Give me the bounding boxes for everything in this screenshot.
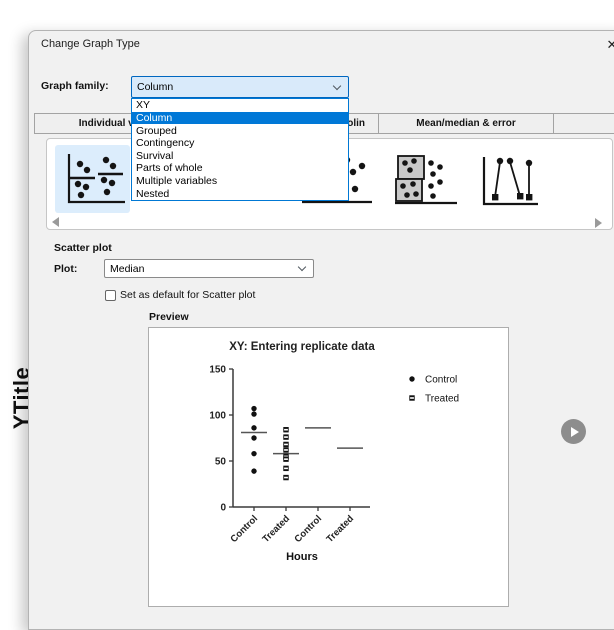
change-graph-type-dialog: Change Graph Type ✕ Graph family: Column… bbox=[28, 30, 614, 630]
tab-mean-median-error[interactable]: Mean/median & error bbox=[379, 114, 554, 133]
svg-text:Treated: Treated bbox=[324, 513, 356, 545]
preview-box: XY: Entering replicate data 0 50 100 150 Cont… bbox=[148, 327, 509, 607]
graph-family-label: Graph family: bbox=[41, 80, 109, 92]
play-icon bbox=[570, 426, 579, 437]
dropdown-option-grouped[interactable]: Grouped bbox=[136, 124, 177, 137]
close-icon[interactable]: ✕ bbox=[606, 37, 614, 52]
play-button[interactable] bbox=[561, 419, 586, 444]
dropdown-option-survival[interactable]: Survival bbox=[136, 149, 174, 162]
dropdown-option-multiple-variables[interactable]: Multiple variables bbox=[136, 175, 218, 188]
default-checkbox-label: Set as default for Scatter plot bbox=[120, 289, 256, 301]
svg-text:Control: Control bbox=[228, 513, 260, 545]
svg-text:150: 150 bbox=[209, 365, 226, 376]
chevron-down-icon bbox=[297, 262, 307, 272]
plot-combobox[interactable]: Median bbox=[104, 259, 314, 278]
preview-heading: Preview bbox=[149, 311, 189, 323]
tab-strip-filler bbox=[554, 114, 614, 133]
svg-text:Treated: Treated bbox=[260, 513, 292, 545]
dialog-title: Change Graph Type bbox=[41, 38, 140, 50]
svg-text:XY: Entering replicate data: XY: Entering replicate data bbox=[229, 341, 375, 353]
svg-text:50: 50 bbox=[215, 457, 227, 468]
dropdown-option-xy[interactable]: XY bbox=[136, 99, 151, 112]
svg-text:Treated: Treated bbox=[425, 394, 459, 405]
scatter-plot-heading: Scatter plot bbox=[54, 242, 112, 254]
plot-label: Plot: bbox=[54, 263, 78, 275]
graph-family-value: Column bbox=[137, 81, 174, 93]
dropdown-option-nested[interactable]: Nested bbox=[136, 187, 170, 200]
preview-chart: XY: Entering replicate data 0 50 100 150 Cont… bbox=[149, 328, 508, 611]
graph-family-combobox[interactable]: Column bbox=[131, 76, 349, 98]
plot-value: Median bbox=[110, 262, 145, 275]
gallery-scroll-left-icon[interactable] bbox=[52, 217, 59, 227]
svg-text:0: 0 bbox=[220, 503, 226, 514]
dropdown-option-contingency[interactable]: Contingency bbox=[136, 137, 195, 150]
svg-text:Control: Control bbox=[425, 375, 457, 386]
chevron-down-icon bbox=[332, 81, 342, 90]
floating-bars-with-points-icon[interactable] bbox=[392, 152, 460, 206]
svg-text:Control: Control bbox=[292, 513, 324, 545]
svg-text:Hours: Hours bbox=[286, 551, 318, 563]
dropdown-option-column[interactable]: Column bbox=[132, 111, 348, 125]
default-checkbox-row: Set as default for Scatter plot bbox=[105, 289, 255, 301]
before-after-icon[interactable] bbox=[476, 150, 542, 208]
default-checkbox[interactable] bbox=[105, 289, 116, 301]
dropdown-option-parts-of-whole[interactable]: Parts of whole bbox=[136, 162, 203, 175]
scatter-with-median-icon[interactable] bbox=[55, 145, 130, 213]
svg-text:100: 100 bbox=[209, 411, 226, 422]
gallery-scroll-right-icon[interactable] bbox=[595, 218, 602, 228]
graph-family-dropdown-list: XY Column Grouped Contingency Survival P… bbox=[131, 98, 349, 201]
